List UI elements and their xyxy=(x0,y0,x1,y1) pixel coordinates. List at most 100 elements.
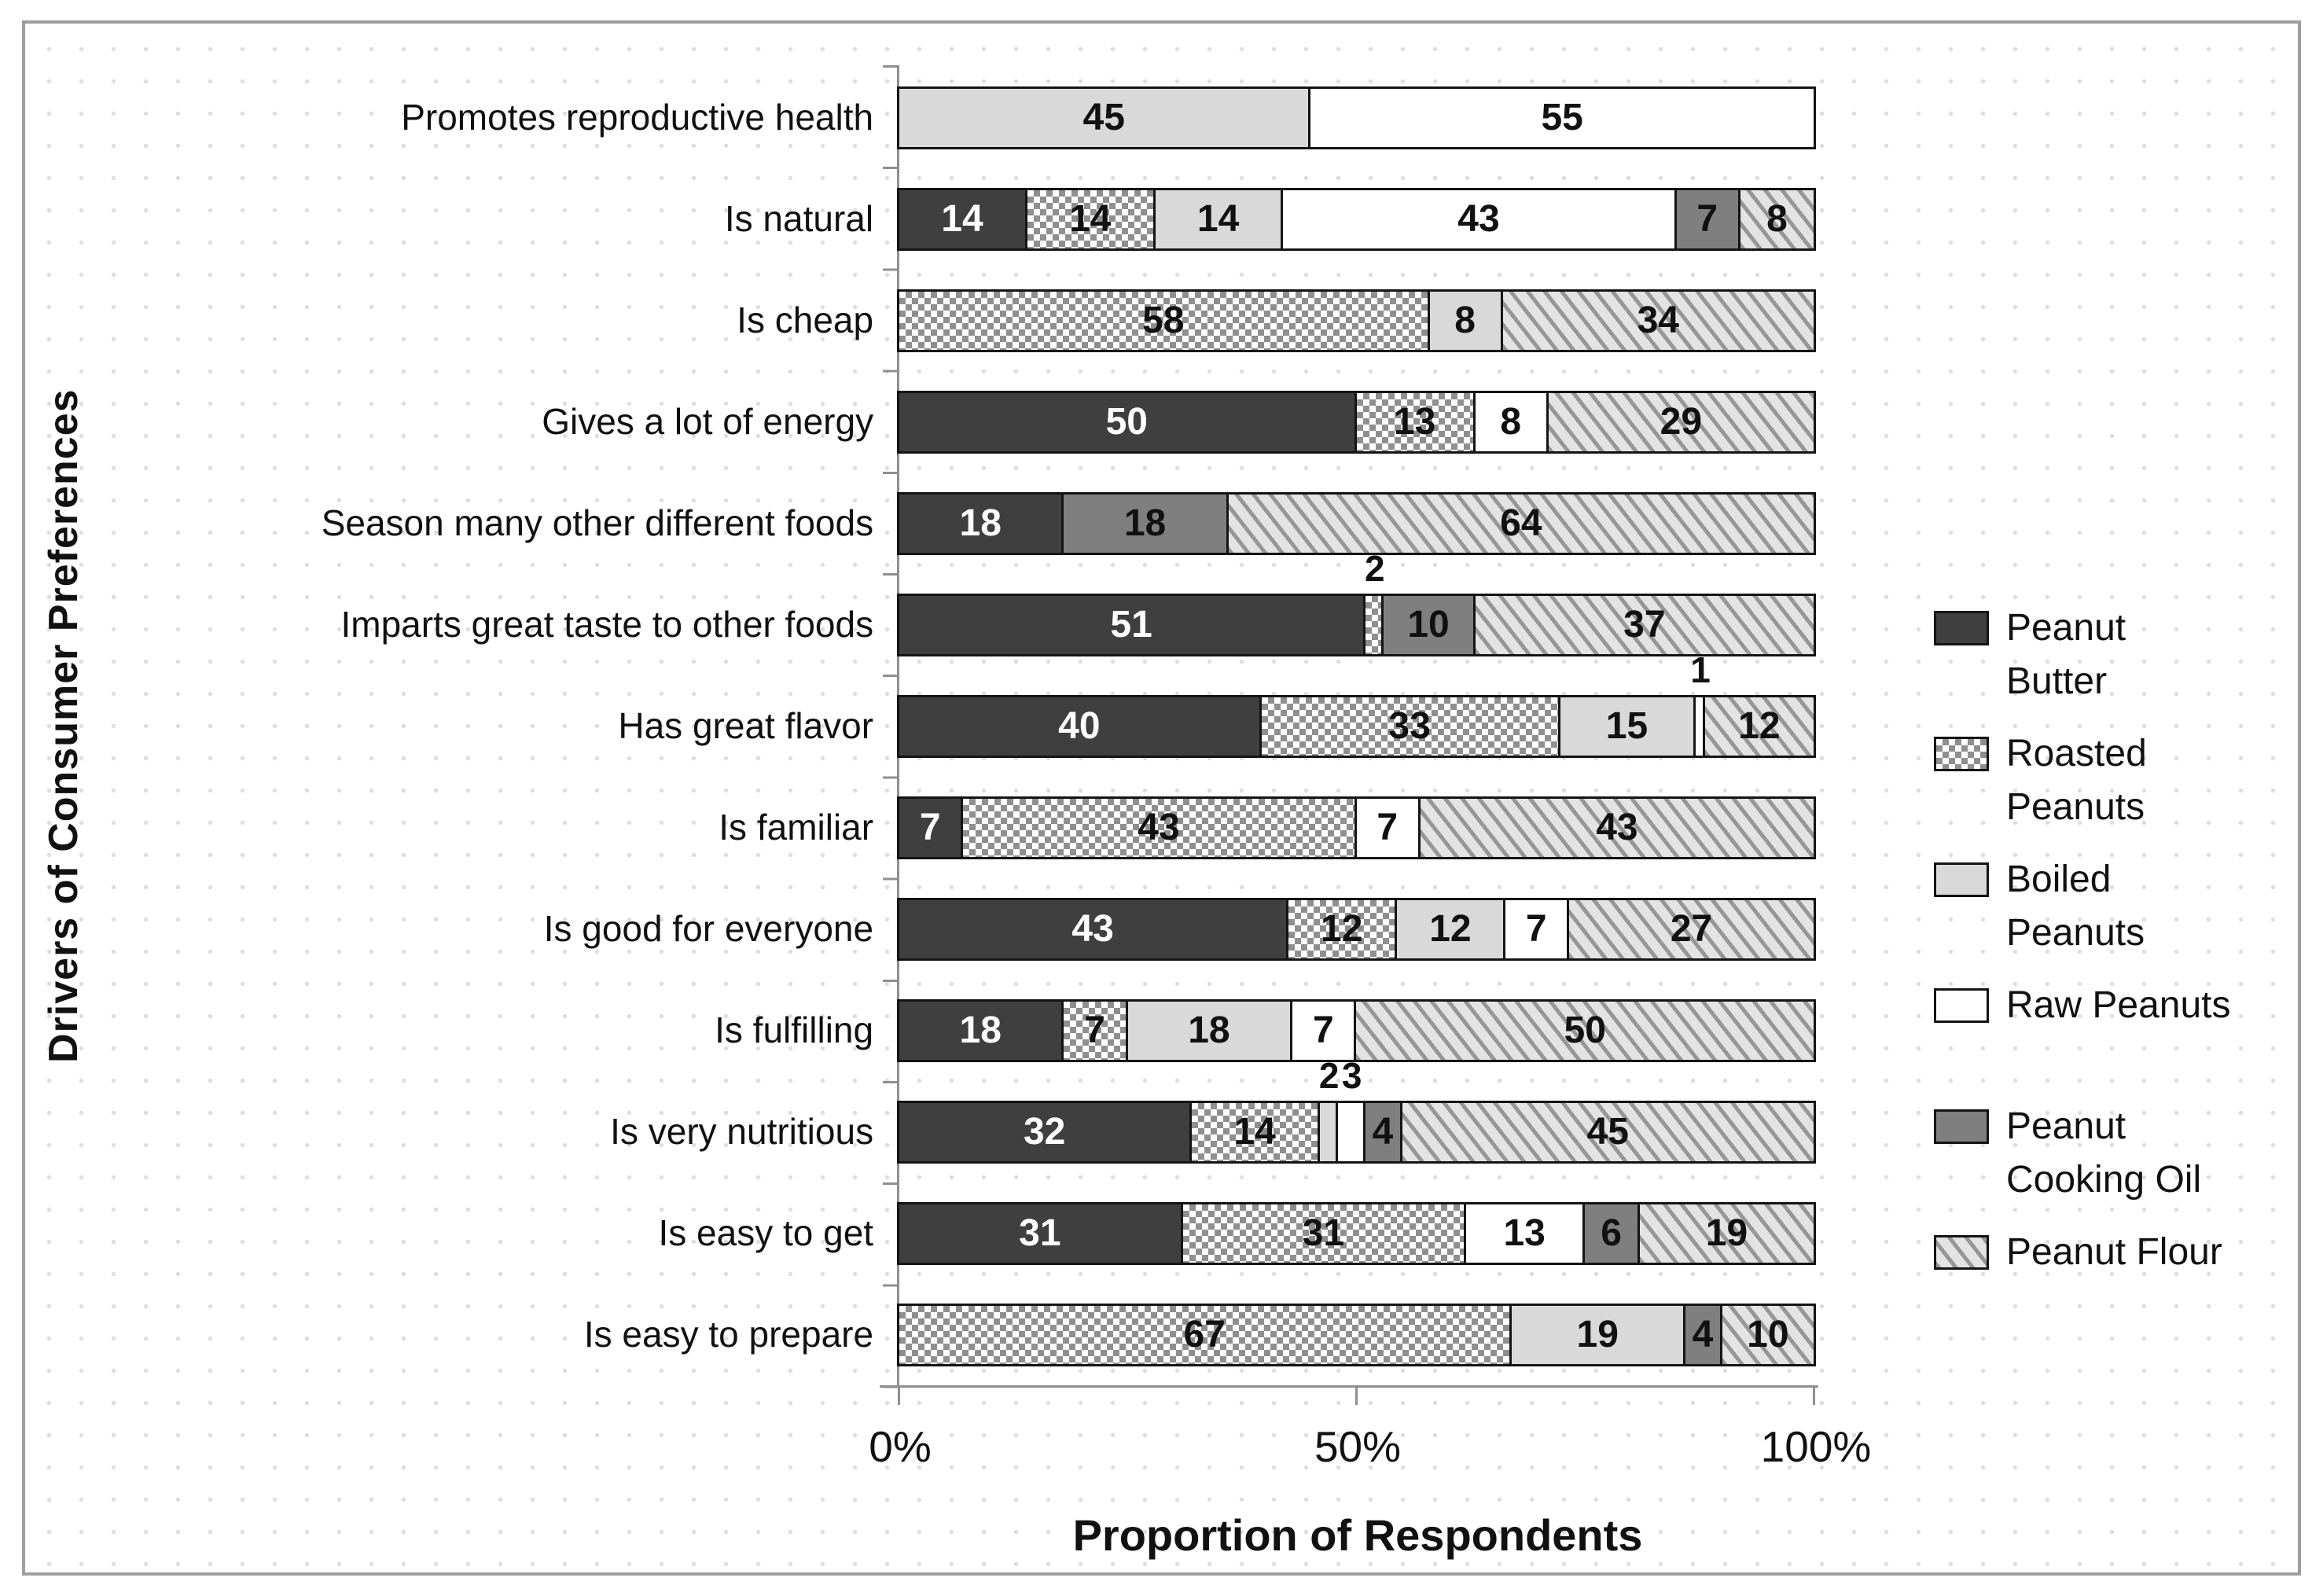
segment-value-label: 37 xyxy=(1623,604,1666,645)
category-label: Is familiar xyxy=(719,807,874,848)
legend-label-peanut_butter: Peanut Butter xyxy=(2006,601,2126,708)
bar-segment-raw_peanuts: 7 xyxy=(1292,1001,1357,1060)
bar-segment-peanut_flour: 45 xyxy=(1402,1102,1814,1161)
category-label: Is cheap xyxy=(737,300,874,341)
bar-track: 43 12 12 7 27 xyxy=(897,897,1816,961)
bar-row: Is easy to get 31 31 13 6 19 xyxy=(25,1182,1816,1284)
segment-value-label: 6 xyxy=(1601,1212,1622,1254)
bar-track: 58 8 34 xyxy=(897,289,1816,352)
legend-item-peanut_cooking_oil: Peanut Cooking Oil xyxy=(1934,1100,2311,1207)
bar-row: Promotes reproductive health 45 55 xyxy=(25,67,1816,168)
bar-row: Is natural 14 14 14 43 7 8 xyxy=(25,168,1816,270)
bar-segment-peanut_flour: 50 xyxy=(1356,1001,1814,1060)
category-label: Is fulfilling xyxy=(715,1009,874,1051)
legend-item-peanut_flour: Peanut Flour xyxy=(1934,1226,2311,1279)
bar-segment-peanut_butter: 51 xyxy=(899,595,1366,654)
segment-value-label: 40 xyxy=(1058,705,1101,747)
legend-swatch-boiled_peanuts xyxy=(1934,862,1989,897)
bar-segment-raw_peanuts: 8 xyxy=(1475,392,1549,451)
segment-value-label: 50 xyxy=(1564,1009,1606,1051)
bar-track: 14 14 14 43 7 8 xyxy=(897,187,1816,251)
legend-label-boiled_peanuts: Boiled Peanuts xyxy=(2006,853,2145,960)
segment-value-label-above: 2 xyxy=(1365,547,1385,589)
category-label: Gives a lot of energy xyxy=(542,401,874,443)
legend-swatch-peanut_flour xyxy=(1934,1235,1989,1270)
segment-value-label: 8 xyxy=(1766,198,1788,240)
segment-value-label: 14 xyxy=(1069,198,1112,240)
category-label: Is good for everyone xyxy=(543,908,874,950)
segment-value-label: 8 xyxy=(1454,300,1476,341)
segment-value-label: 67 xyxy=(1183,1314,1226,1355)
x-axis-tick-0 xyxy=(898,1388,900,1405)
legend-label-line: Peanut xyxy=(2006,1105,2126,1147)
segment-value-label: 18 xyxy=(959,502,1002,544)
category-label: Imparts great taste to other foods xyxy=(340,604,874,645)
legend-label-line: Roasted xyxy=(2006,733,2147,774)
bar-segment-peanut_butter: 7 xyxy=(899,798,964,857)
bar-segment-peanut_flour: 19 xyxy=(1640,1204,1814,1263)
bar-segment-boiled_peanuts: 45 xyxy=(899,88,1311,147)
bar-segment-peanut_flour: 64 xyxy=(1228,494,1814,553)
segment-value-label-above: 3 xyxy=(1341,1054,1362,1096)
bar-segment-boiled_peanuts: 19 xyxy=(1512,1305,1686,1364)
legend-label-line: Peanuts xyxy=(2006,912,2145,954)
legend-label-peanut_flour: Peanut Flour xyxy=(2006,1226,2222,1279)
bar-segment-boiled_peanuts: 8 xyxy=(1429,291,1503,350)
segment-value-label: 14 xyxy=(941,198,983,240)
category-label: Has great flavor xyxy=(618,705,874,747)
segment-value-label: 50 xyxy=(1105,401,1148,443)
bar-row: Is very nutritious 32 14 2 3 4 45 xyxy=(25,1057,1816,1182)
segment-value-label: 31 xyxy=(1302,1212,1345,1254)
legend-label-line: Peanut Flour xyxy=(2006,1231,2222,1273)
bar-segment-peanut_cooking_oil: 10 xyxy=(1384,595,1476,654)
segment-value-label: 7 xyxy=(1377,807,1399,848)
segment-value-label: 32 xyxy=(1023,1111,1066,1153)
segment-value-label: 43 xyxy=(1596,807,1638,848)
segment-value-label: 10 xyxy=(1747,1314,1789,1355)
bar-track: 51 2 10 37 xyxy=(897,550,1816,656)
bar-segment-peanut_flour: 27 xyxy=(1569,899,1814,958)
bar-segment-boiled_peanuts: 15 xyxy=(1560,697,1696,756)
legend-label-line: Cooking Oil xyxy=(2006,1159,2202,1201)
bar-segment-peanut_flour: 12 xyxy=(1704,697,1814,756)
legend-label-line: Boiled xyxy=(2006,859,2112,900)
bar-track: 31 31 13 6 19 xyxy=(897,1201,1816,1265)
bar-track: 18 7 18 7 50 xyxy=(897,998,1816,1062)
segment-value-label: 13 xyxy=(1393,401,1436,443)
legend-label-peanut_cooking_oil: Peanut Cooking Oil xyxy=(2006,1100,2201,1207)
segment-value-label: 19 xyxy=(1576,1314,1619,1355)
bar-segment-raw_peanuts xyxy=(1338,1102,1366,1161)
bar-track: 67 19 4 10 xyxy=(897,1303,1816,1366)
bar-segment-boiled_peanuts: 12 xyxy=(1397,899,1506,958)
segment-value-label: 18 xyxy=(959,1009,1002,1051)
bar-segment-raw_peanuts: 13 xyxy=(1466,1204,1586,1263)
legend: Peanut Butter Roasted Peanuts Boiled Peanuts R… xyxy=(1934,601,2311,1279)
legend-swatch-raw_peanuts xyxy=(1934,988,1989,1023)
segment-value-label: 15 xyxy=(1605,705,1649,747)
chart-frame: Drivers of Consumer Preferences Promotes… xyxy=(22,20,2301,1576)
bar-rows: Promotes reproductive health 45 55 Is natur… xyxy=(25,67,1816,1385)
legend-label-raw_peanuts: Raw Peanuts xyxy=(2006,979,2231,1032)
bar-row: Is fulfilling 18 7 18 7 50 xyxy=(25,980,1816,1081)
bar-segment-roasted_peanuts: 7 xyxy=(1064,1001,1128,1060)
bar-segment-roasted_peanuts xyxy=(1365,595,1384,654)
bar-row: Is easy to prepare 67 19 4 10 xyxy=(25,1284,1816,1385)
bar-segment-roasted_peanuts: 31 xyxy=(1182,1204,1467,1263)
bar-segment-raw_peanuts: 7 xyxy=(1356,798,1421,857)
bar-segment-roasted_peanuts: 14 xyxy=(1027,189,1156,248)
legend-label-line: Raw Peanuts xyxy=(2006,984,2231,1026)
bar-segment-peanut_butter: 14 xyxy=(899,189,1027,248)
bar-segment-roasted_peanuts: 67 xyxy=(899,1305,1513,1364)
bar-segment-roasted_peanuts: 43 xyxy=(963,798,1357,857)
bar-segment-peanut_flour: 43 xyxy=(1420,798,1814,857)
x-axis-title: Proportion of Respondents xyxy=(1072,1510,1643,1560)
bar-segment-peanut_butter: 43 xyxy=(899,899,1289,958)
legend-swatch-peanut_cooking_oil xyxy=(1934,1109,1989,1144)
bar-segment-peanut_flour: 37 xyxy=(1475,595,1814,654)
segment-value-label: 12 xyxy=(1738,705,1781,747)
bar-segment-roasted_peanuts: 33 xyxy=(1261,697,1560,756)
segment-value-label-above: 2 xyxy=(1318,1054,1340,1096)
bar-segment-peanut_butter: 31 xyxy=(899,1204,1183,1263)
legend-label-line: Butter xyxy=(2006,660,2108,702)
legend-item-raw_peanuts: Raw Peanuts xyxy=(1934,979,2311,1032)
